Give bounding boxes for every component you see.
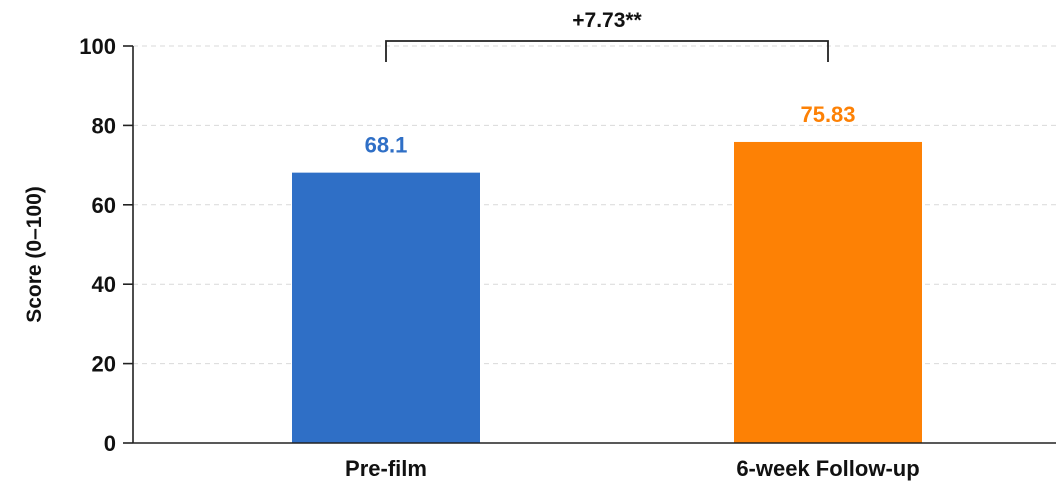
significance-bracket (385, 40, 829, 62)
x-tick-labels: Pre-film 6-week Follow-up (345, 456, 920, 481)
y-tick-label: 80 (92, 113, 116, 138)
axes (132, 46, 1056, 444)
y-tick-label: 20 (92, 352, 116, 377)
significance-label: +7.73** (572, 9, 642, 32)
bars (292, 141, 922, 443)
bar-value-label: 68.1 (365, 133, 408, 158)
y-tick-label: 60 (92, 193, 116, 218)
category-label: 6-week Follow-up (736, 456, 919, 481)
y-tick-label: 100 (79, 34, 116, 59)
y-tick-label: 40 (92, 272, 116, 297)
bar-2 (734, 141, 922, 443)
data-labels: 68.1 75.83 (365, 102, 856, 158)
y-axis-label: Score (0–100) (23, 186, 46, 323)
category-label: Pre-film (345, 456, 427, 481)
bar-value-label: 75.83 (800, 102, 855, 127)
bar-1 (292, 172, 480, 443)
y-tick-label: 0 (104, 431, 116, 456)
y-tick-labels: 0 20 40 60 80 100 (79, 34, 133, 456)
significance-annotation: +7.73** (385, 9, 829, 62)
